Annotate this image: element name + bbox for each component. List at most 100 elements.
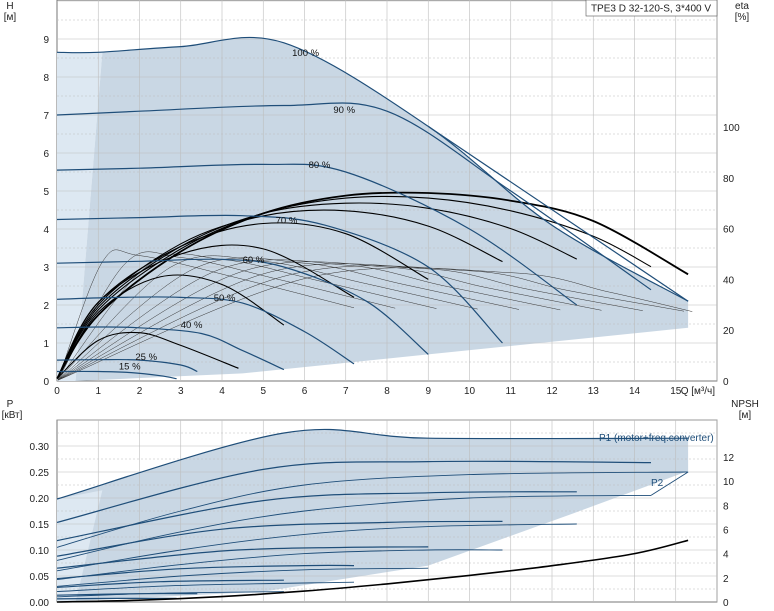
power-y-tick: 0.00: [30, 598, 50, 609]
head-axis-label: H: [6, 1, 13, 12]
speed-curve: [56, 326, 285, 371]
head-thin-curve: [57, 249, 355, 381]
power-y-tick: 0.30: [30, 442, 50, 453]
npsh-tick: 12: [723, 453, 735, 464]
head-y-tick: 5: [43, 187, 49, 198]
efficiency-curve: [56, 195, 652, 379]
head-y-tick: 7: [43, 111, 49, 122]
power-operating-envelope: [57, 429, 689, 602]
eta-axis-label: eta: [735, 1, 749, 12]
efficiency-curve: [56, 331, 239, 379]
power-y-tick: 0.20: [30, 494, 50, 505]
npsh-axis-label: NPSH: [731, 399, 759, 410]
head-x-tick: 8: [384, 386, 390, 397]
head-x-tick: 10: [464, 386, 476, 397]
p1-curve: [56, 597, 177, 600]
npsh-tick: 4: [723, 550, 729, 561]
envelope-edge: [427, 125, 689, 302]
head-x-tick: 9: [425, 386, 431, 397]
title-frame: [585, 0, 718, 17]
head-operating-envelope: [57, 37, 689, 382]
eta-axis-unit: [%]: [735, 12, 750, 23]
speed-label: 25 %: [135, 352, 157, 363]
eta-tick: 80: [723, 174, 735, 185]
speed-label: 40 %: [181, 320, 203, 331]
head-thin-curve: [57, 261, 602, 381]
head-x-tick: 3: [178, 386, 184, 397]
p1-curve: [56, 460, 652, 523]
speed-curve: [56, 296, 355, 365]
p1-curve: [56, 579, 284, 588]
head-thin-curve: [57, 263, 643, 381]
speed-curve: [56, 36, 689, 302]
p1-curve: [56, 564, 355, 580]
speed-label: 90 %: [333, 105, 355, 116]
power-y-tick: 0.05: [30, 572, 50, 583]
efficiency-curve: [56, 202, 578, 379]
p2-curve: [56, 591, 284, 598]
power-axis-unit: [кВт]: [2, 410, 23, 421]
npsh-tick: 2: [723, 574, 729, 585]
power-axis-label: P: [7, 399, 14, 410]
p1-curve: [56, 428, 689, 500]
speed-curve: [56, 214, 503, 344]
eta-tick: 40: [723, 275, 735, 286]
p2-curve: [56, 581, 355, 593]
head-thin-curve: [57, 259, 561, 381]
head-x-tick: 6: [302, 386, 308, 397]
title-box: TPE3 D 32-120-S, 3*400 V: [585, 0, 718, 17]
head-x-tick: 2: [137, 386, 143, 397]
eta-tick: 20: [723, 326, 735, 337]
head-y-tick: 2: [43, 301, 49, 312]
p1-curve: [56, 491, 577, 542]
speed-curve: [56, 258, 429, 355]
speed-curve: [56, 358, 198, 373]
npsh-tick: 0: [723, 598, 729, 609]
eta-tick: 60: [723, 225, 735, 236]
power-y-tick: 0.25: [30, 468, 50, 479]
npsh-tick: 6: [723, 525, 729, 536]
head-x-tick: 1: [95, 386, 101, 397]
chart-title: TPE3 D 32-120-S, 3*400 V: [591, 4, 711, 15]
head-x-tick: 7: [343, 386, 349, 397]
head-x-tick: 14: [629, 386, 641, 397]
eta-tick: 100: [723, 123, 740, 134]
speed-curve: [56, 102, 652, 291]
speed-label: 100 %: [292, 48, 319, 59]
npsh-tick: 8: [723, 501, 729, 512]
head-thin-curve: [57, 257, 520, 381]
p2-curve: [56, 471, 689, 548]
speed-label: 80 %: [309, 160, 331, 171]
head-thin-curve: [57, 251, 396, 381]
p2-curve: [56, 549, 503, 581]
speed-curve: [56, 163, 578, 306]
speed-label: 15 %: [119, 362, 141, 373]
head-y-tick: 9: [43, 35, 49, 46]
p2-curve: [56, 567, 429, 587]
head-y-tick: 6: [43, 149, 49, 160]
p2-edge: [650, 471, 689, 496]
head-thin-curve: [57, 255, 478, 381]
npsh-tick: 10: [723, 477, 735, 488]
npsh-curve: [56, 539, 689, 603]
head-x-tick: 11: [506, 386, 517, 397]
power-low-flow-region: [57, 490, 103, 602]
speed-label: 50 %: [214, 293, 236, 304]
head-x-tick: 0: [54, 386, 60, 397]
head-x-tick: 15: [670, 386, 682, 397]
flow-axis-label: Q [м³/ч]: [681, 386, 716, 397]
p1-curve: [56, 546, 429, 569]
head-y-tick: 3: [43, 263, 49, 274]
head-axis-unit: [м]: [4, 12, 17, 23]
speed-label: 60 %: [243, 255, 265, 266]
p1-series-label: P1 (motor+freq.converter): [599, 433, 714, 444]
power-y-tick: 0.10: [30, 546, 50, 557]
head-x-tick: 12: [546, 386, 558, 397]
speed-label: 70 %: [276, 215, 298, 226]
head-y-tick: 1: [43, 339, 49, 350]
npsh-axis-unit: [м]: [739, 410, 752, 421]
head-x-tick: 4: [219, 386, 225, 397]
efficiency-curve: [56, 191, 689, 379]
efficiency-curve: [56, 244, 355, 379]
